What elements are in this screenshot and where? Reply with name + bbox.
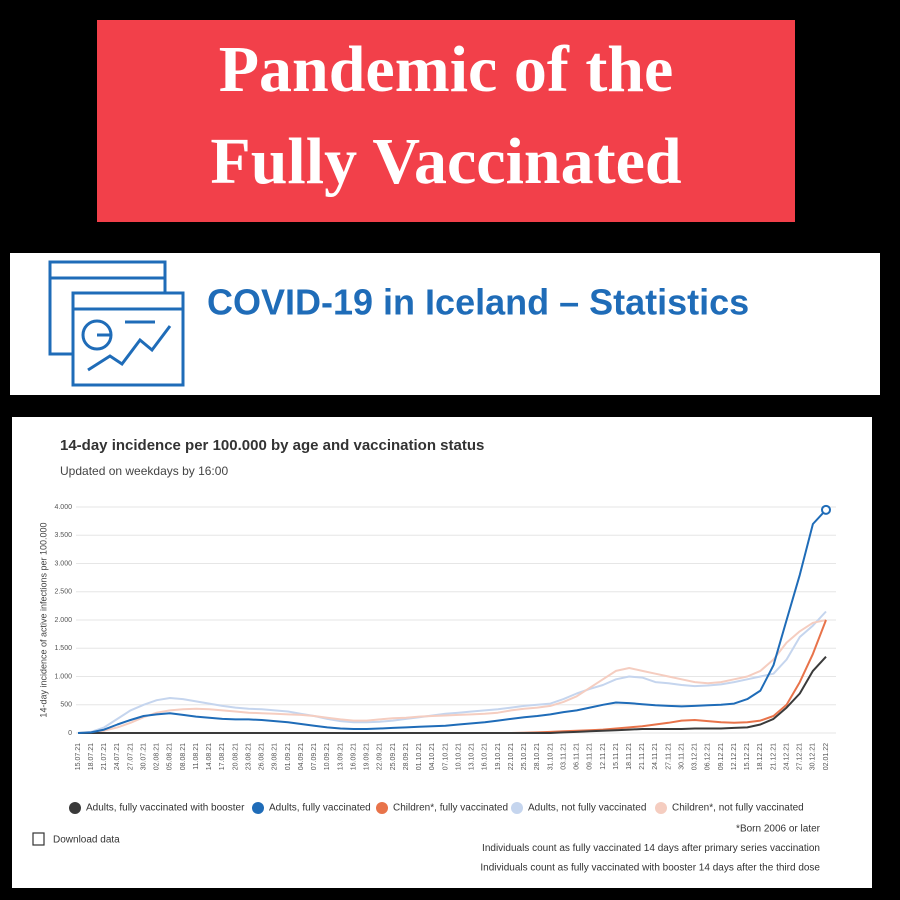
legend-label: Adults, fully vaccinated with booster: [86, 803, 245, 814]
x-tick-label: 29.08.21: [272, 743, 279, 770]
x-tick-label: 18.07.21: [88, 743, 95, 770]
x-tick-label: 10.10.21: [455, 743, 462, 770]
stats-icon: [48, 260, 185, 387]
legend-swatch: [252, 802, 264, 814]
x-tick-label: 24.07.21: [114, 743, 121, 770]
legend-swatch: [655, 802, 667, 814]
y-tick-label: 3.000: [54, 560, 72, 567]
x-tick-label: 13.10.21: [469, 743, 476, 770]
y-axis-label: 14-day incidence of active infections pe…: [38, 522, 48, 717]
x-tick-label: 27.07.21: [127, 743, 134, 770]
x-tick-label: 18.11.21: [626, 743, 633, 770]
x-tick-label: 01.10.21: [416, 743, 423, 770]
x-tick-label: 06.11.21: [574, 743, 581, 770]
y-tick-label: 0: [68, 730, 72, 737]
x-tick-label: 15.11.21: [613, 743, 620, 770]
x-tick-label: 04.10.21: [429, 743, 436, 770]
x-tick-label: 20.08.21: [232, 743, 239, 770]
x-tick-label: 27.12.21: [797, 743, 804, 770]
x-tick-label: 24.11.21: [652, 743, 659, 770]
x-tick-label: 15.12.21: [744, 743, 751, 770]
series-line: [78, 656, 827, 734]
legend-swatch: [69, 802, 81, 814]
x-tick-label: 09.11.21: [587, 743, 594, 770]
x-tick-label: 15.07.21: [75, 743, 82, 770]
x-tick-label: 12.11.21: [600, 743, 607, 770]
banner: [97, 20, 795, 222]
legend-label: Adults, not fully vaccinated: [528, 803, 646, 814]
x-tick-label: 02.01.22: [823, 743, 830, 770]
x-tick-label: 11.08.21: [193, 743, 200, 770]
x-tick-label: 18.12.21: [757, 743, 764, 770]
end-point: [821, 504, 831, 515]
x-tick-label: 30.11.21: [678, 743, 685, 770]
y-tick-label: 1.000: [54, 673, 72, 680]
download-link[interactable]: Download data: [53, 835, 120, 846]
y-tick-label: 4.000: [54, 504, 72, 511]
x-tick-label: 13.09.21: [337, 743, 344, 770]
download-icon[interactable]: [32, 832, 45, 846]
x-tick-label: 05.08.21: [167, 743, 174, 770]
y-tick-label: 1.500: [54, 645, 72, 652]
x-tick-label: 02.08.21: [154, 743, 161, 770]
footnote: *Born 2006 or later: [736, 824, 821, 835]
legend-label: Children*, not fully vaccinated: [672, 803, 804, 814]
x-tick-label: 23.08.21: [245, 743, 252, 770]
x-tick-label: 21.07.21: [101, 743, 108, 770]
banner-line: Pandemic of the: [219, 33, 674, 106]
x-tick-label: 22.09.21: [377, 743, 384, 770]
x-tick-label: 10.09.21: [324, 743, 331, 770]
x-tick-label: 17.08.21: [219, 743, 226, 770]
chart-subtitle: Updated on weekdays by 16:00: [60, 464, 228, 478]
x-tick-label: 30.12.21: [810, 743, 817, 770]
x-tick-label: 19.10.21: [495, 743, 502, 770]
x-tick-label: 19.09.21: [364, 743, 371, 770]
header-title: COVID-19 in Iceland – Statistics: [207, 282, 749, 323]
y-tick-label: 3.500: [54, 532, 72, 539]
x-tick-label: 16.09.21: [350, 743, 357, 770]
chart-title: 14-day incidence per 100.000 by age and …: [60, 437, 484, 454]
x-tick-label: 25.10.21: [521, 743, 528, 770]
x-tick-label: 16.10.21: [482, 743, 489, 770]
x-tick-label: 27.11.21: [665, 743, 672, 770]
series-line: [77, 619, 827, 734]
x-tick-label: 31.10.21: [547, 743, 554, 770]
y-tick-label: 2.000: [54, 617, 72, 624]
x-tick-label: 21.11.21: [639, 743, 646, 770]
x-tick-label: 21.12.21: [770, 743, 777, 770]
x-tick-label: 03.12.21: [692, 743, 699, 770]
x-tick-label: 25.09.21: [390, 743, 397, 770]
series-line: [77, 610, 827, 734]
x-tick-label: 04.09.21: [298, 743, 305, 770]
y-tick-label: 500: [60, 702, 72, 709]
footnote: Individuals count as fully vaccinated wi…: [480, 863, 820, 874]
plot: 0 500 1.000 1.500 2.000 2.500 3.000 3.500 4.000 1…: [54, 504, 836, 874]
x-tick-label: 26.08.21: [259, 743, 266, 770]
x-tick-label: 28.10.21: [534, 743, 541, 770]
x-tick-label: 07.09.21: [311, 743, 318, 770]
x-tick-label: 06.12.21: [705, 743, 712, 770]
x-tick-label: 30.07.21: [140, 743, 147, 770]
x-tick-label: 01.09.21: [285, 743, 292, 770]
legend-swatch: [511, 802, 523, 814]
legend-label: Children*, fully vaccinated: [393, 803, 508, 814]
banner-line: Fully Vaccinated: [210, 125, 681, 198]
x-tick-label: 09.12.21: [718, 743, 725, 770]
x-tick-label: 03.11.21: [560, 743, 567, 770]
x-tick-label: 07.10.21: [442, 743, 449, 770]
x-tick-label: 12.12.21: [731, 743, 738, 770]
x-tick-label: 08.08.21: [180, 743, 187, 770]
footnote: Individuals count as fully vaccinated 14…: [482, 843, 820, 854]
legend-label: Adults, fully vaccinated: [269, 803, 371, 814]
x-tick-label: 22.10.21: [508, 743, 515, 770]
chart-panel: [12, 417, 872, 888]
y-tick-label: 2.500: [54, 589, 72, 596]
x-tick-label: 14.08.21: [206, 743, 213, 770]
x-tick-label: 24.12.21: [783, 743, 790, 770]
legend-swatch: [376, 802, 388, 814]
x-tick-label: 28.09.21: [403, 743, 410, 770]
series-line: [77, 509, 827, 734]
